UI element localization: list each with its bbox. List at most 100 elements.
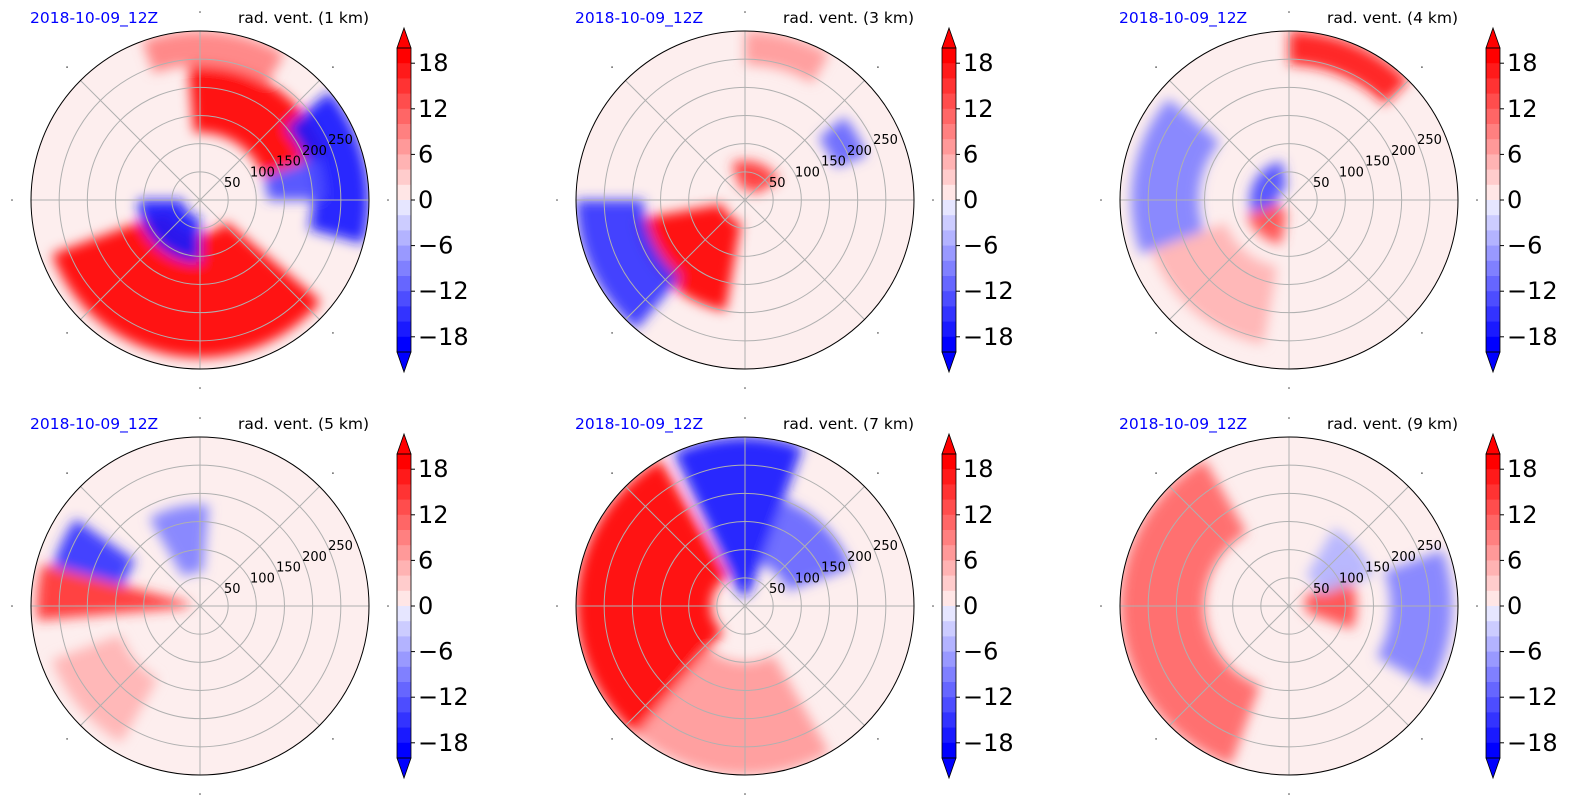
azimuth-spoke bbox=[199, 486, 320, 607]
negative-velocity-region bbox=[1305, 527, 1374, 595]
azimuth-tick bbox=[611, 738, 613, 740]
colorbar-tick-label: 6 bbox=[1507, 140, 1522, 168]
colorbar-bin bbox=[942, 666, 956, 683]
colorbar-bin bbox=[1486, 454, 1500, 470]
azimuth-spoke bbox=[80, 199, 201, 320]
colorbar-bin bbox=[1486, 560, 1500, 577]
colorbar-tick-label: 6 bbox=[1507, 546, 1522, 574]
azimuth-tick bbox=[387, 199, 389, 201]
colorbar-bin bbox=[942, 245, 956, 262]
colorbar-tick-label: −18 bbox=[1507, 729, 1558, 757]
colorbar-bin bbox=[942, 514, 956, 531]
colorbar-bin bbox=[397, 108, 411, 125]
azimuth-spoke bbox=[1288, 486, 1409, 607]
azimuth-spoke bbox=[625, 486, 746, 607]
azimuth-tick bbox=[387, 605, 389, 607]
positive-velocity-region bbox=[51, 211, 321, 358]
azimuth-spoke bbox=[625, 605, 746, 726]
ring-label: 100 bbox=[250, 571, 275, 586]
polar-boundary bbox=[575, 436, 915, 776]
azimuth-spoke bbox=[744, 605, 865, 726]
colorbar-bin bbox=[942, 139, 956, 155]
ring-label: 150 bbox=[276, 155, 301, 170]
azimuth-spoke bbox=[1288, 80, 1409, 201]
colorbar-bin bbox=[1486, 636, 1500, 653]
colorbar-bin bbox=[1486, 63, 1500, 79]
colorbar-extend-min bbox=[941, 757, 957, 780]
panel-variable-title: rad. vent. (1 km) bbox=[238, 9, 369, 27]
ring-label: 200 bbox=[302, 550, 327, 565]
colorbar-tick-label: −6 bbox=[1507, 638, 1542, 666]
azimuth-spoke bbox=[80, 486, 201, 607]
field-layer bbox=[576, 437, 851, 775]
azimuth-tick bbox=[932, 605, 934, 607]
colorbar-tick-label: −18 bbox=[963, 323, 1014, 351]
colorbar-bin bbox=[397, 260, 411, 277]
field-layer bbox=[51, 31, 369, 358]
colorbar-tick-label: 0 bbox=[418, 592, 433, 620]
colorbar-bin bbox=[942, 93, 956, 110]
colorbar-bin bbox=[397, 666, 411, 683]
positive-velocity-region bbox=[1151, 223, 1278, 345]
colorbar-tick-label: −6 bbox=[963, 232, 998, 260]
panel-date-title: 2018-10-09_12Z bbox=[1119, 415, 1247, 434]
azimuth-spoke bbox=[80, 605, 201, 726]
colorbar-bin bbox=[397, 63, 411, 79]
azimuth-tick bbox=[1421, 332, 1423, 334]
colorbar-bin bbox=[1486, 336, 1500, 353]
azimuth-spoke bbox=[1169, 605, 1290, 726]
colorbar-bin bbox=[942, 636, 956, 653]
colorbar-tick-label: −12 bbox=[963, 683, 1014, 711]
azimuth-spoke bbox=[199, 605, 320, 726]
colorbar-tick-label: 0 bbox=[963, 592, 978, 620]
colorbar-tick-label: 6 bbox=[418, 546, 433, 574]
azimuth-tick bbox=[1288, 11, 1290, 13]
ring-label: 250 bbox=[873, 133, 898, 148]
negative-velocity-region bbox=[286, 91, 369, 244]
polar-boundary bbox=[1119, 436, 1459, 776]
colorbar: 18 12 6 0 −6 −12 −18 bbox=[1485, 26, 1558, 374]
colorbar-bin bbox=[942, 184, 956, 201]
colorbar-tick-label: 0 bbox=[1507, 592, 1522, 620]
colorbar-bin bbox=[397, 245, 411, 262]
azimuth-tick bbox=[1288, 793, 1290, 795]
colorbar-bin bbox=[942, 454, 956, 470]
positive-velocity-region bbox=[51, 634, 158, 743]
azimuth-tick bbox=[932, 199, 934, 201]
azimuth-tick bbox=[66, 66, 68, 68]
panel-date-title: 2018-10-09_12Z bbox=[575, 415, 703, 434]
azimuth-tick bbox=[1421, 472, 1423, 474]
colorbar-tick-label: 18 bbox=[418, 49, 449, 77]
azimuth-tick bbox=[877, 738, 879, 740]
azimuth-spoke bbox=[625, 199, 746, 320]
colorbar-extend-min bbox=[396, 351, 412, 374]
polar-boundary bbox=[30, 30, 370, 370]
azimuth-tick bbox=[611, 472, 613, 474]
panel-date-title: 2018-10-09_12Z bbox=[30, 415, 158, 434]
ring-label: 200 bbox=[1391, 550, 1416, 565]
colorbar-tick-label: −6 bbox=[1507, 232, 1542, 260]
polar-boundary bbox=[1119, 30, 1459, 370]
azimuth-spoke bbox=[1169, 199, 1290, 320]
azimuth-tick bbox=[877, 472, 879, 474]
colorbar-tick-label: 6 bbox=[963, 140, 978, 168]
ring-label: 250 bbox=[328, 133, 353, 148]
colorbar-bin bbox=[397, 154, 411, 171]
polar-boundary bbox=[575, 30, 915, 370]
colorbar-bin bbox=[1486, 93, 1500, 110]
colorbar-tick-label: −6 bbox=[418, 232, 453, 260]
colorbar-bin bbox=[1486, 215, 1500, 231]
colorbar-bin bbox=[1486, 321, 1500, 338]
azimuth-tick bbox=[199, 387, 201, 389]
azimuth-tick bbox=[1421, 738, 1423, 740]
colorbar-extend-max bbox=[941, 432, 957, 455]
colorbar-bin bbox=[942, 606, 956, 622]
ring-label: 250 bbox=[328, 539, 353, 554]
colorbar-tick-label: 18 bbox=[963, 455, 994, 483]
colorbar-bin bbox=[397, 276, 411, 292]
colorbar-tick-label: −18 bbox=[418, 729, 469, 757]
colorbar: 18 12 6 0 −6 −12 −18 bbox=[941, 26, 1014, 374]
